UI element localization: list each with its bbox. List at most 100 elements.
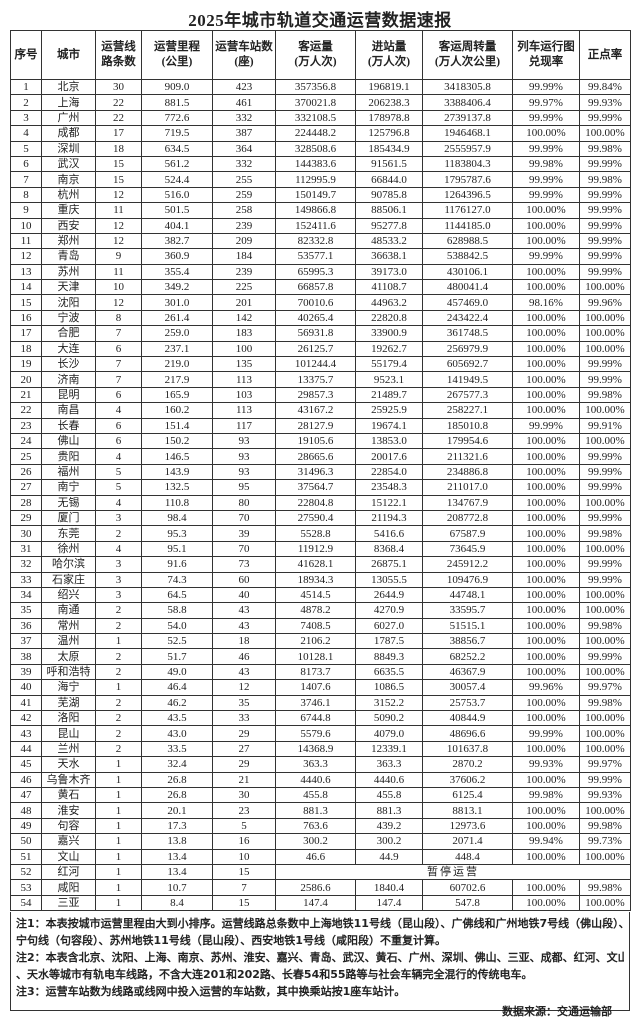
table-cell: 100.00% <box>579 848 631 865</box>
table-cell: 2870.2 <box>422 756 513 773</box>
table-cell: 句容 <box>41 817 96 835</box>
table-cell: 22804.8 <box>275 494 356 511</box>
table-cell: 99.99% <box>579 217 631 234</box>
table-cell: 43 <box>212 602 276 619</box>
table-row: 28 无锡 4 110.8 80 22804.8 15122.1 134767.9 100.00… <box>10 494 631 511</box>
table-cell: 黄石 <box>41 786 96 804</box>
table-cell: 2 <box>95 710 142 727</box>
table-cell: 37 <box>10 633 42 650</box>
table-row: 49 句容 1 17.3 5 763.6 439.2 12973.6 100.00% 99.98% <box>10 817 631 835</box>
table-cell: 5528.8 <box>275 525 356 542</box>
table-cell: 11912.9 <box>275 540 356 558</box>
table-cell: 100.00% <box>512 479 580 496</box>
table-cell: 179954.6 <box>422 432 513 450</box>
table-cell: 3 <box>95 571 142 588</box>
table-cell: 1 <box>95 863 142 881</box>
table-row: 16 宁波 8 261.4 142 40265.4 22820.8 243422.4 100.0… <box>10 309 631 327</box>
table-cell: 99.99% <box>579 371 631 388</box>
table-cell: 99.99% <box>579 479 631 496</box>
table-cell: 2 <box>10 94 42 111</box>
table-cell: 11 <box>95 263 142 281</box>
table-cell: 100.00% <box>512 663 580 681</box>
table-cell: 5 <box>95 463 142 481</box>
table-cell: 5 <box>10 140 42 157</box>
table-cell: 99.99% <box>512 248 580 265</box>
table-cell: 100.00% <box>579 432 631 450</box>
table-cell: 99.94% <box>512 833 580 850</box>
table-cell: 100.00% <box>579 494 631 511</box>
table-cell: 54.0 <box>141 617 213 635</box>
table-cell: 100.00% <box>579 802 631 819</box>
table-row: 35 南通 2 58.8 43 4878.2 4270.9 33595.7 100.00% 100… <box>10 602 631 619</box>
table-cell: 30 <box>212 786 276 804</box>
table-row: 19 长沙 7 219.0 135 101244.4 55179.4 605692.7 100.… <box>10 356 631 373</box>
table-cell: 18934.3 <box>275 571 356 588</box>
table-cell: 石家庄 <box>41 571 96 588</box>
table-cell: 12 <box>10 248 42 265</box>
table-cell: 23 <box>10 417 42 434</box>
column-header-line: (万人次) <box>294 56 337 68</box>
table-row: 46 乌鲁木齐 1 26.8 21 4440.6 4440.6 37606.2 100.00% 9… <box>10 771 631 788</box>
table-cell: 重庆 <box>41 202 96 219</box>
table-cell: 25925.9 <box>355 402 423 419</box>
table-cell: 100.00% <box>512 448 580 465</box>
table-cell: 772.6 <box>141 109 213 127</box>
table-cell: 3 <box>10 109 42 127</box>
column-header: 运营里程 (公里) <box>141 30 213 80</box>
table-cell: 99.93% <box>512 756 580 773</box>
table-row: 21 昆明 6 165.9 103 29857.3 21489.7 267577.3 100.0… <box>10 386 631 404</box>
table-cell: 1144185.0 <box>422 217 513 234</box>
table-cell: 13055.5 <box>355 571 423 588</box>
table-cell: 95.3 <box>141 525 213 542</box>
table-row: 30 东莞 2 95.3 39 5528.8 5416.6 67587.9 100.00% 99.… <box>10 525 631 542</box>
table-cell: 18 <box>10 340 42 358</box>
table-row: 4 成都 17 719.5 387 224448.2 125796.8 1946468.1 10… <box>10 125 631 142</box>
table-cell: 261.4 <box>141 309 213 327</box>
table-cell: 2 <box>95 617 142 635</box>
note-1-line-1: 注1：本表按城市运营里程由大到小排序。运营线路总条数中上海地铁11号线（昆山段）… <box>16 917 624 930</box>
table-cell: 4 <box>95 448 142 465</box>
table-cell: 4 <box>10 125 42 142</box>
table-cell: 99.99% <box>579 155 631 173</box>
table-cell: 225 <box>212 279 276 296</box>
table-cell: 404.1 <box>141 217 213 234</box>
table-cell: 480041.4 <box>422 279 513 296</box>
table-cell: 211017.0 <box>422 479 513 496</box>
table-cell: 4514.5 <box>275 586 356 604</box>
table-cell: 东莞 <box>41 525 96 542</box>
table-cell: 长春 <box>41 417 96 434</box>
table-cell: 27590.4 <box>275 509 356 527</box>
table-cell: 99.98% <box>579 879 631 896</box>
column-header-line: 城市 <box>57 48 80 61</box>
table-cell: 881.3 <box>275 802 356 819</box>
table-cell: 5 <box>95 479 142 496</box>
table-cell: 28 <box>10 494 42 511</box>
table-cell: 125796.8 <box>355 125 423 142</box>
table-row: 26 福州 5 143.9 93 31496.3 22854.0 234886.8 100.00… <box>10 463 631 481</box>
table-row: 33 石家庄 3 74.3 60 18934.3 13055.5 109476.9 100.00… <box>10 571 631 588</box>
table-cell: 31496.3 <box>275 463 356 481</box>
table-cell: 243422.4 <box>422 309 513 327</box>
table-cell: 三亚 <box>41 894 96 912</box>
table-cell: 100.00% <box>512 432 580 450</box>
table-cell: 100.00% <box>512 202 580 219</box>
table-cell: 43.0 <box>141 725 213 742</box>
table-cell: 29857.3 <box>275 386 356 404</box>
table-cell: 82332.8 <box>275 232 356 250</box>
table-cell: 68252.2 <box>422 648 513 665</box>
table-cell: 15 <box>10 294 42 311</box>
table-cell: 99.98% <box>512 155 580 173</box>
table-cell: 349.2 <box>141 279 213 296</box>
table-cell: 40 <box>212 586 276 604</box>
metro-data-table: 序号 城市 运营线 路条数 运营里程 (公里) 运营车站数 (座) 客运量 (万人次) 进站量 (万人… <box>10 30 631 912</box>
table-cell: 99.98% <box>579 171 631 188</box>
table-cell: 嘉兴 <box>41 833 96 850</box>
table-cell: 41 <box>10 694 42 712</box>
table-cell: 237.1 <box>141 340 213 358</box>
table-cell: 2644.9 <box>355 586 423 604</box>
table-cell: 22 <box>95 94 142 111</box>
table-cell: 144383.6 <box>275 155 356 173</box>
column-header-line: 进站量 <box>371 41 407 53</box>
table-cell: 4079.0 <box>355 725 423 742</box>
table-cell: 67587.9 <box>422 525 513 542</box>
